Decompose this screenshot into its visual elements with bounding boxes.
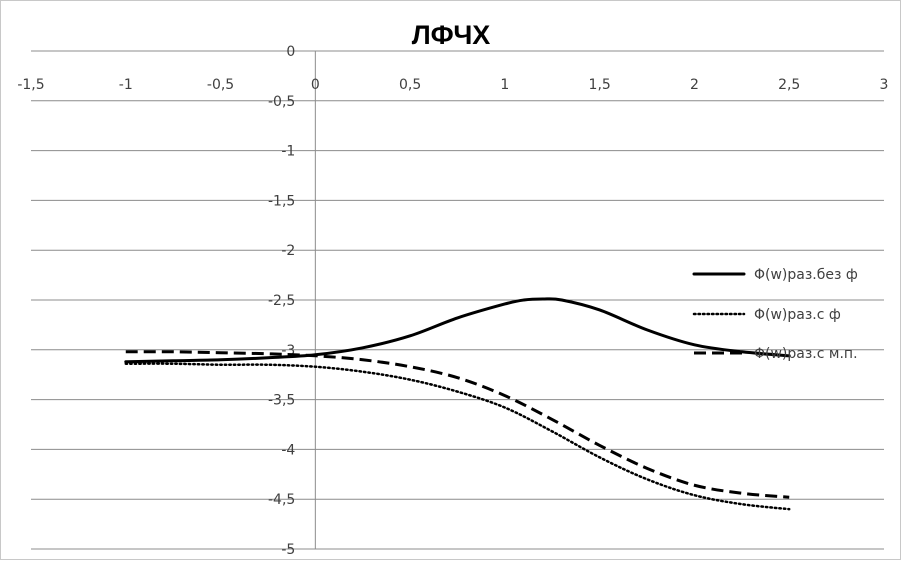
series-layer: [124, 297, 791, 511]
x-tick-label-6: 1,5: [589, 77, 611, 93]
y-tick-label-3: -1,5: [268, 193, 295, 209]
y-tick-label-4: -2: [281, 243, 295, 259]
legend-label-dotted: Φ(w)раз.с ф: [754, 307, 841, 323]
x-tick-label-0: -1,5: [17, 77, 44, 93]
x-tick-label-1: -1: [119, 77, 133, 93]
x-tick-label-3: 0: [311, 77, 320, 93]
legend-layer: Φ(w)раз.без ф Φ(w)раз.с ф Φ(w)раз.с м.п.: [692, 267, 858, 362]
y-tick-label-5: -2,5: [268, 293, 295, 309]
ticks-layer: -1,5 -1 -0,5 0 0,5 1 1,5 2 2,5 3 0 -0,5 -1 -1,5 -2 -2,5…: [17, 44, 888, 558]
chart-title: ЛФЧХ: [412, 20, 491, 50]
y-tick-label-0: 0: [286, 44, 295, 60]
x-tick-label-2: -0,5: [207, 77, 234, 93]
x-tick-label-9: 3: [880, 77, 889, 93]
y-tick-label-8: -4: [281, 442, 295, 458]
series-line-solid: [124, 297, 791, 364]
x-tick-label-7: 2: [690, 77, 699, 93]
y-tick-label-10: -5: [281, 542, 295, 558]
legend-label-dashed: Φ(w)раз.с м.п.: [754, 346, 858, 362]
x-tick-label-8: 2,5: [778, 77, 800, 93]
grid-layer: [31, 50, 884, 550]
y-tick-label-1: -0,5: [268, 94, 295, 110]
y-tick-label-7: -3,5: [268, 393, 295, 409]
y-tick-label-9: -4,5: [268, 492, 295, 508]
series-line-dashed: [125, 350, 790, 499]
x-tick-label-5: 1: [500, 77, 509, 93]
series-line-dotted: [124, 362, 791, 511]
y-tick-label-2: -1: [281, 144, 295, 160]
legend-label-solid: Φ(w)раз.без ф: [754, 267, 858, 283]
x-tick-label-4: 0,5: [399, 77, 421, 93]
